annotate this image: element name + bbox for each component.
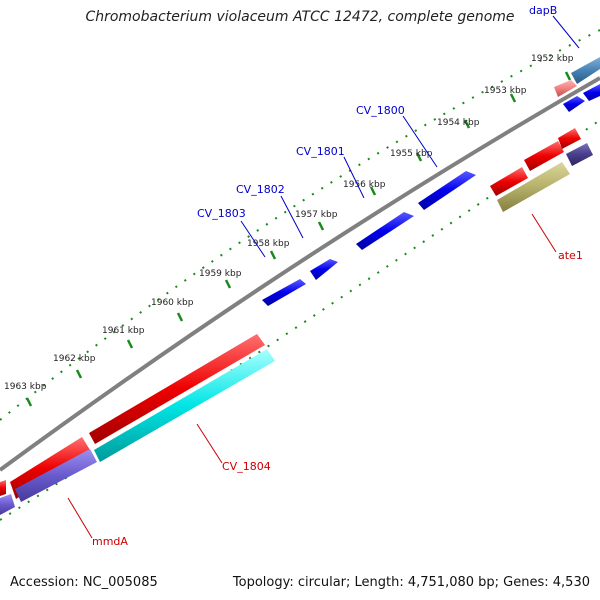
tick-label: 1961 kbp <box>102 326 145 336</box>
genome-summary-text: Topology: circular; Length: 4,751,080 bp… <box>232 575 590 590</box>
gene-label-ate1[interactable]: ate1 <box>558 249 583 262</box>
gene-arrow-mmda-purple[interactable] <box>15 449 97 502</box>
gene-arrow-pink[interactable] <box>554 80 577 97</box>
gene-arrow-darkpurple[interactable] <box>566 143 593 166</box>
gene-label-mmda[interactable]: mmdA <box>92 535 128 548</box>
gene-arrow-dapb-a[interactable] <box>563 96 585 112</box>
gene-arrow-purple-edge[interactable] <box>0 494 15 515</box>
gene-arrow-dapb-b[interactable] <box>583 84 600 101</box>
tick-label: 1959 kbp <box>199 269 242 279</box>
tick-label: 1953 kbp <box>484 86 527 96</box>
map-title: Chromobacterium violaceum ATCC 12472, co… <box>85 9 515 25</box>
major-ticks <box>25 71 572 407</box>
gene-label-cv1803[interactable]: CV_1803 <box>197 207 246 220</box>
tick-label: 1954 kbp <box>437 118 480 128</box>
tick-labels: 1952 kbp 1953 kbp 1954 kbp 1955 kbp 1956… <box>4 54 574 392</box>
gene-arrow-cv1804-cyan[interactable] <box>94 349 275 462</box>
gene-arrow-ate1-olive[interactable] <box>497 162 570 212</box>
gene-label-cv1802[interactable]: CV_1802 <box>236 183 285 196</box>
gene-labels: dapB CV_1800 CV_1801 CV_1802 CV_1803 ate… <box>92 4 583 548</box>
gene-label-cv1804[interactable]: CV_1804 <box>222 460 271 473</box>
tick-label: 1962 kbp <box>53 354 96 364</box>
label-leaders <box>67 15 580 539</box>
tick-label: 1952 kbp <box>531 54 574 64</box>
tick-label: 1963 kbp <box>4 382 47 392</box>
gene-arrow-cv1801[interactable] <box>356 212 414 250</box>
gene-label-cv1801[interactable]: CV_1801 <box>296 145 345 158</box>
gene-arrow-cv1803[interactable] <box>262 279 306 306</box>
gene-arrow-cv1802[interactable] <box>310 259 338 280</box>
tick-label: 1955 kbp <box>390 149 433 159</box>
gene-arrow-red-1[interactable] <box>0 480 6 496</box>
genome-backbone <box>0 76 600 472</box>
forward-strand-features <box>262 57 600 306</box>
tick-label: 1960 kbp <box>151 298 194 308</box>
accession-text: Accession: NC_005085 <box>10 575 158 590</box>
gene-label-dapb[interactable]: dapB <box>529 4 557 17</box>
gene-arrow-steel[interactable] <box>571 57 600 84</box>
gene-label-cv1800[interactable]: CV_1800 <box>356 104 405 117</box>
tick-label: 1956 kbp <box>343 180 386 190</box>
gene-arrow-cv1804-red[interactable] <box>89 334 265 444</box>
gene-arrow-ate1-red-1[interactable] <box>490 167 528 196</box>
reverse-strand-features <box>0 128 593 515</box>
tick-label: 1958 kbp <box>247 239 290 249</box>
tick-label: 1957 kbp <box>295 210 338 220</box>
gene-arrow-ate1-red-3[interactable] <box>558 128 581 149</box>
gene-arrow-ate1-red-2[interactable] <box>524 141 564 171</box>
gene-arrow-cv1800[interactable] <box>418 171 476 210</box>
